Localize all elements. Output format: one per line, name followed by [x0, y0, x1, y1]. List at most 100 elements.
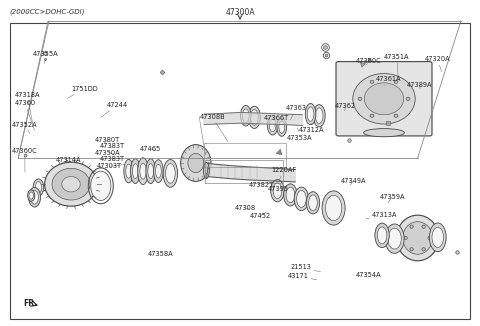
Ellipse shape — [33, 179, 44, 196]
Text: 47300A: 47300A — [225, 8, 255, 17]
Text: 47303T: 47303T — [97, 163, 124, 169]
Ellipse shape — [52, 168, 90, 200]
Text: 47312A: 47312A — [299, 123, 324, 133]
Ellipse shape — [124, 159, 133, 183]
Ellipse shape — [166, 164, 175, 183]
Ellipse shape — [154, 160, 163, 183]
Ellipse shape — [396, 215, 439, 261]
Polygon shape — [209, 164, 295, 182]
Ellipse shape — [325, 195, 342, 221]
Text: 47308: 47308 — [234, 205, 255, 211]
FancyBboxPatch shape — [336, 62, 432, 136]
Ellipse shape — [271, 180, 284, 202]
Ellipse shape — [156, 164, 161, 178]
Ellipse shape — [62, 176, 80, 192]
Text: 47320A: 47320A — [425, 56, 450, 72]
Ellipse shape — [29, 192, 33, 199]
Ellipse shape — [358, 97, 362, 100]
Text: 47360: 47360 — [14, 100, 36, 130]
Ellipse shape — [140, 163, 146, 179]
Ellipse shape — [370, 114, 374, 117]
Text: 47314A: 47314A — [55, 157, 81, 164]
Text: 47318A: 47318A — [14, 92, 40, 123]
Text: 47395: 47395 — [268, 186, 289, 196]
Ellipse shape — [394, 114, 398, 117]
Ellipse shape — [240, 105, 251, 126]
Ellipse shape — [188, 154, 204, 172]
Ellipse shape — [428, 236, 432, 240]
Text: 43171: 43171 — [288, 274, 317, 280]
Ellipse shape — [377, 227, 387, 244]
Ellipse shape — [385, 224, 404, 253]
Ellipse shape — [307, 107, 314, 121]
Ellipse shape — [410, 225, 413, 228]
Ellipse shape — [309, 195, 317, 211]
Ellipse shape — [277, 118, 287, 136]
Text: 47382T: 47382T — [249, 182, 274, 192]
Text: 47465: 47465 — [140, 146, 161, 152]
Ellipse shape — [163, 159, 178, 187]
Ellipse shape — [322, 191, 345, 225]
Ellipse shape — [306, 192, 320, 214]
Ellipse shape — [269, 119, 276, 132]
Text: 47352A: 47352A — [12, 122, 37, 134]
Text: 47244: 47244 — [101, 102, 128, 117]
Text: 47366T: 47366T — [264, 115, 289, 126]
Ellipse shape — [370, 80, 374, 83]
Ellipse shape — [375, 223, 389, 248]
Text: 47308B: 47308B — [199, 114, 228, 142]
Text: 47313A: 47313A — [366, 212, 397, 219]
Text: 47361A: 47361A — [375, 76, 401, 85]
Text: 47355A: 47355A — [33, 51, 58, 64]
Ellipse shape — [126, 164, 132, 178]
Text: 1220AF: 1220AF — [271, 167, 296, 180]
Text: 47362: 47362 — [335, 103, 356, 111]
Ellipse shape — [404, 236, 407, 240]
Ellipse shape — [45, 162, 97, 206]
Ellipse shape — [251, 110, 258, 125]
Ellipse shape — [388, 228, 401, 249]
Text: 47351A: 47351A — [384, 54, 409, 80]
Text: (2000CC>DOHC-GDI): (2000CC>DOHC-GDI) — [10, 8, 85, 15]
Ellipse shape — [28, 187, 40, 207]
Ellipse shape — [284, 184, 297, 206]
Text: 47353A: 47353A — [287, 128, 312, 141]
Ellipse shape — [273, 183, 282, 199]
Ellipse shape — [36, 182, 41, 193]
Text: 47452: 47452 — [250, 212, 271, 219]
Text: 47383T: 47383T — [100, 143, 125, 149]
Ellipse shape — [315, 108, 323, 124]
Ellipse shape — [353, 74, 415, 124]
Text: 47359A: 47359A — [379, 194, 405, 203]
Text: 47360C: 47360C — [356, 58, 382, 65]
Text: 47383T: 47383T — [100, 156, 125, 162]
Ellipse shape — [422, 248, 425, 251]
Ellipse shape — [364, 129, 404, 137]
Text: FR.: FR. — [23, 299, 37, 308]
Ellipse shape — [294, 187, 309, 211]
Ellipse shape — [204, 162, 209, 179]
Ellipse shape — [132, 164, 138, 179]
Ellipse shape — [91, 171, 111, 200]
Ellipse shape — [148, 164, 154, 179]
Ellipse shape — [313, 105, 325, 127]
Ellipse shape — [267, 115, 278, 135]
Ellipse shape — [286, 187, 295, 203]
Text: 47350A: 47350A — [95, 150, 120, 156]
Ellipse shape — [364, 83, 404, 115]
Text: 47358A: 47358A — [148, 251, 173, 257]
Ellipse shape — [432, 227, 444, 247]
Ellipse shape — [28, 190, 35, 201]
Ellipse shape — [279, 121, 285, 133]
Ellipse shape — [242, 109, 249, 123]
Text: 47380T: 47380T — [95, 137, 120, 143]
Ellipse shape — [146, 159, 156, 184]
Ellipse shape — [131, 159, 140, 184]
Text: 47349A: 47349A — [341, 178, 366, 185]
Text: 47389A: 47389A — [407, 82, 432, 89]
Ellipse shape — [180, 145, 211, 181]
Text: 47354A: 47354A — [356, 273, 382, 278]
Ellipse shape — [297, 190, 306, 207]
Polygon shape — [204, 112, 302, 126]
Ellipse shape — [403, 222, 432, 254]
